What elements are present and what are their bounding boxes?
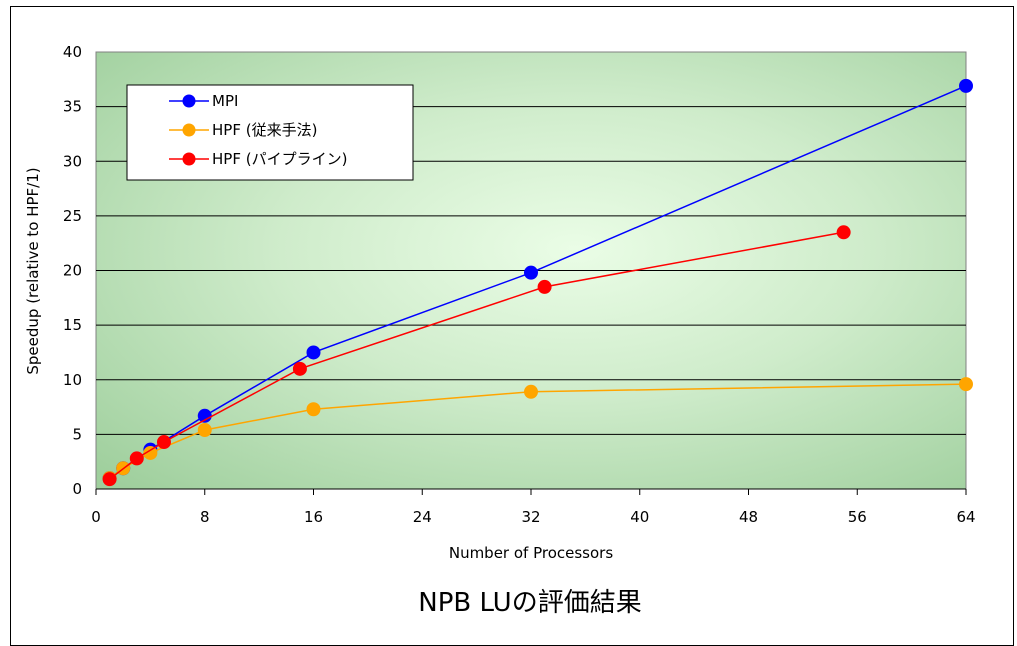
data-point [102,472,117,487]
data-point [836,225,851,240]
x-tick-label: 40 [630,508,649,526]
y-tick-label: 20 [63,262,82,280]
data-point [197,423,212,438]
x-tick-label: 32 [521,508,540,526]
data-point [306,345,321,360]
x-tick-label: 0 [91,508,101,526]
legend-marker [182,152,196,166]
x-tick-label: 56 [848,508,867,526]
y-tick-label: 25 [63,207,82,225]
legend-label: HPF (パイプライン) [212,150,347,168]
chart: 0 5 10 15 20 25 30 35 40 0 8 16 24 32 40 48 56 64 Number … [24,43,976,618]
x-tick-label: 8 [200,508,210,526]
data-point [524,265,538,280]
legend-marker [182,94,196,108]
data-point [292,361,307,376]
y-tick-label: 35 [63,98,82,116]
legend-label: MPI [212,92,238,110]
y-tick-label: 0 [72,480,82,498]
series-2 [102,225,851,487]
y-tick-label: 30 [63,152,82,170]
y-tick-label: 40 [63,43,82,61]
x-axis-title: Number of Processors [449,544,613,562]
chart-title: NPB LUの評価結果 [418,588,641,618]
data-point [306,402,321,417]
x-tick-label: 24 [413,508,432,526]
y-tick-label: 5 [72,425,82,443]
x-tick-label: 64 [956,508,975,526]
data-point [537,279,552,294]
legend: MPI HPF (従来手法) HPF (パイプライン) [126,84,414,181]
axes: 0 5 10 15 20 25 30 35 40 0 8 16 24 32 40 48 56 64 [63,43,976,526]
data-point [156,435,171,450]
y-tick-label: 15 [63,316,82,334]
y-axis-title: Speedup (relative to HPF/1) [24,167,42,374]
x-tick-label: 16 [304,508,323,526]
legend-marker [182,123,196,137]
data-point [959,377,973,392]
data-point [129,451,144,466]
data-point [524,384,538,399]
data-point [143,445,158,460]
y-tick-label: 10 [63,371,82,389]
legend-label: HPF (従来手法) [212,121,317,139]
series-layer [102,78,973,487]
x-tick-label: 48 [739,508,758,526]
data-point [959,78,973,93]
